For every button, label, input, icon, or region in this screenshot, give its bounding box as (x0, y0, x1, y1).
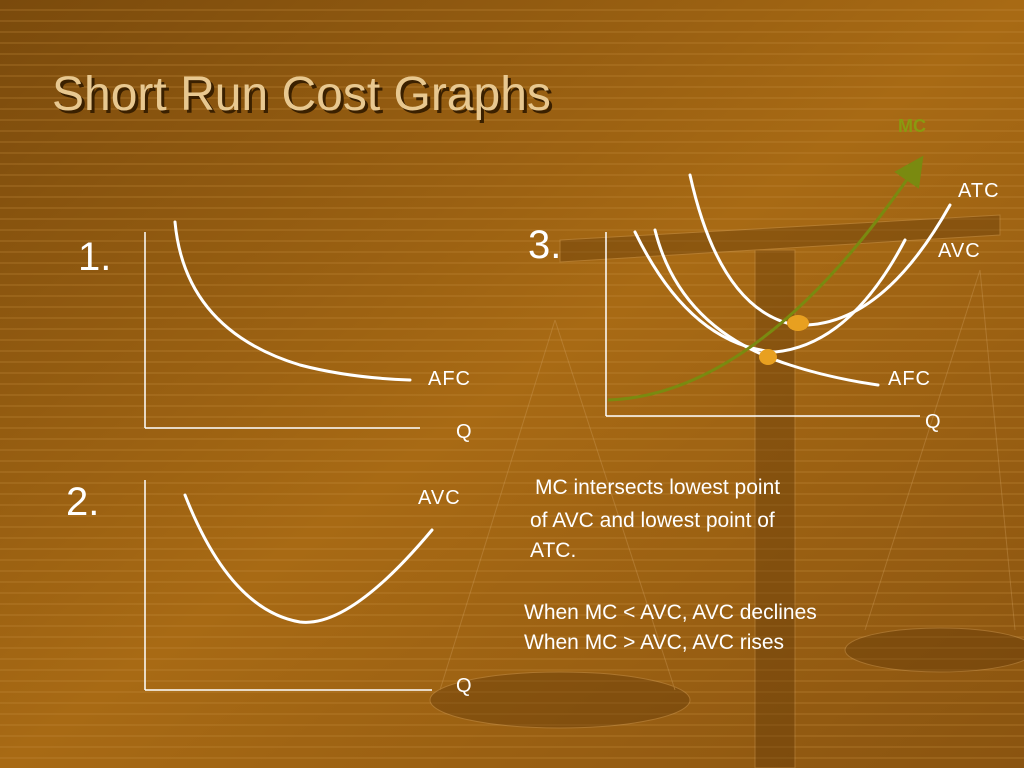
note: When MC < AVC, AVC declines (524, 601, 817, 624)
axis-label: Q (456, 675, 473, 697)
note: ATC. (530, 539, 576, 562)
note: of AVC and lowest point of (530, 509, 775, 532)
mc-curve (607, 155, 924, 402)
note: MC intersects lowest point (535, 476, 780, 499)
scale-decoration (429, 214, 1024, 768)
avc-curve (183, 493, 434, 624)
curve-label: AVC (938, 240, 981, 262)
afc-curve (173, 220, 412, 382)
axis-label: Q (456, 421, 473, 443)
intersection-point (787, 315, 809, 331)
graph-number: 2. (66, 480, 99, 524)
graph-number: 1. (78, 235, 111, 279)
intersection-point (759, 349, 777, 365)
axis-label: Q (925, 411, 942, 433)
graph-number: 3. (528, 223, 561, 267)
note: When MC > AVC, AVC rises (524, 631, 784, 654)
title: Short Run Cost Graphs (52, 68, 551, 121)
title-shadow: Short Run Cost Graphs (55, 71, 554, 124)
curve-label: ATC (958, 180, 1000, 202)
curve-label: MC (898, 116, 926, 136)
curve-label: AFC (888, 368, 931, 390)
curve-label: AFC (428, 368, 471, 390)
curve-label: AVC (418, 487, 461, 509)
